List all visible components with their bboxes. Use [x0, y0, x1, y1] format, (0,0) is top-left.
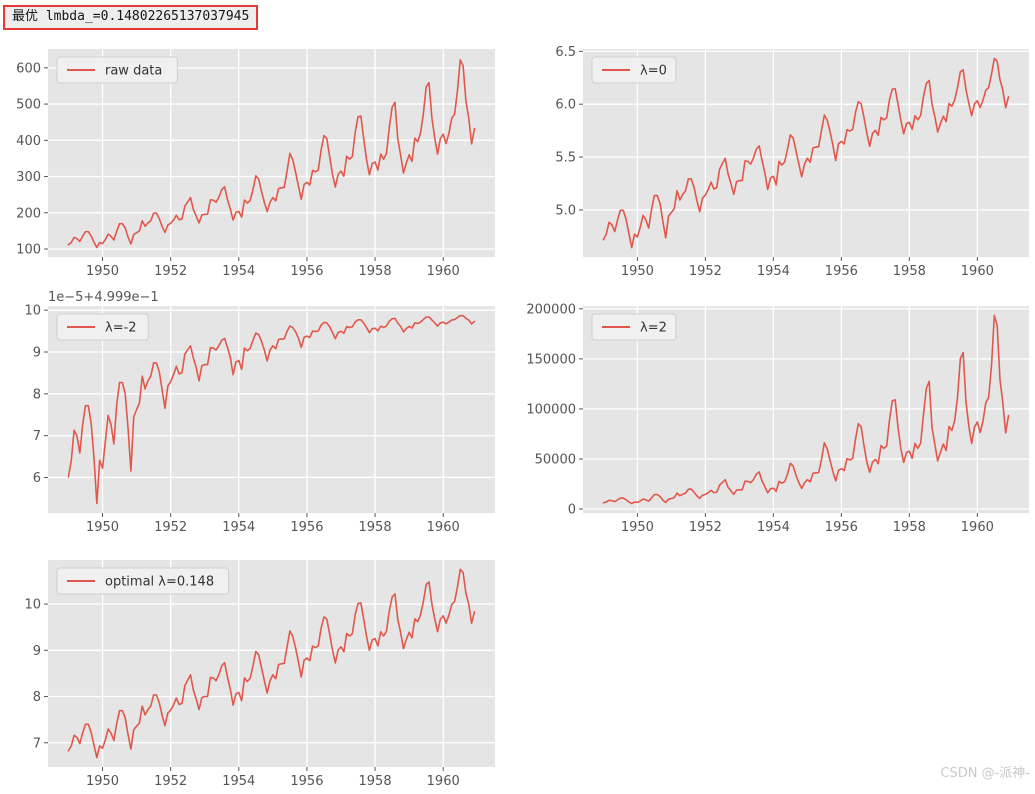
x-tick-label: 1954	[222, 264, 255, 279]
plot-area	[48, 49, 495, 257]
y-tick-label: 200	[16, 206, 41, 221]
y-tick-label: 6.0	[555, 98, 576, 113]
legend-label: optimal λ=0.148	[105, 575, 214, 590]
x-tick-label: 1952	[689, 264, 722, 279]
x-tick-label: 1952	[689, 520, 722, 535]
subplot-lambda-optimal: 1950 1952 1954 1956 1958 1960 7 8 9 10 optimal λ=0…	[24, 560, 495, 789]
x-tick-label: 1952	[154, 264, 187, 279]
x-tick-label: 1958	[359, 264, 392, 279]
x-tick-label: 1958	[893, 520, 926, 535]
y-tick-label: 8	[33, 690, 41, 705]
x-tick-label: 1956	[290, 520, 323, 535]
y-tick-label: 200000	[526, 302, 576, 317]
csdn-watermark: CSDN @-派神-	[940, 766, 1030, 781]
subplot-lambda-2: 1950 1952 1954 1956 1958 1960 0 50000 100000 1500…	[526, 302, 1029, 535]
legend-label: λ=-2	[105, 321, 137, 336]
x-tick-label: 1950	[621, 520, 654, 535]
x-tick-label: 1954	[222, 774, 255, 789]
y-tick-label: 9	[33, 346, 41, 361]
x-tick-label: 1950	[86, 264, 119, 279]
subplot-raw-data: 1950 1952 1954 1956 1958 1960 100 200 300 400 500 6…	[16, 49, 495, 279]
legend-box	[591, 56, 677, 84]
legend-label: λ=2	[640, 321, 667, 336]
subplot-lambda-0: 1950 1952 1954 1956 1958 1960 5.0 5.5 6.0 6.5 λ=0	[555, 45, 1029, 279]
legend: λ=-2	[56, 313, 149, 341]
y-tick-label: 7	[33, 736, 41, 751]
x-tick-label: 1958	[359, 774, 392, 789]
x-tick-label: 1960	[961, 264, 994, 279]
series-line	[602, 57, 1010, 249]
y-tick-label: 500	[16, 98, 41, 113]
series-line	[602, 314, 1010, 505]
x-tick-label: 1958	[359, 520, 392, 535]
legend-box	[56, 313, 149, 341]
optimal-lambda-annotation: 最优 lmbda_=0.14802265137037945	[3, 5, 259, 30]
y-tick-label: 150000	[526, 352, 576, 367]
y-tick-label: 10	[24, 304, 41, 319]
y-tick-label: 100	[16, 243, 41, 258]
y-tick-label: 600	[16, 61, 41, 76]
legend-box	[591, 313, 677, 341]
x-tick-label: 1956	[290, 264, 323, 279]
y-tick-label: 100000	[526, 402, 576, 417]
series-line	[67, 568, 476, 759]
y-tick-label: 300	[16, 170, 41, 185]
y-tick-label: 10	[24, 598, 41, 613]
subplot-lambda-neg2: 1950 1952 1954 1956 1958 1960 6 7 8 9 10 1e−5+4.999…	[24, 290, 495, 535]
x-tick-label: 1956	[825, 520, 858, 535]
y-tick-label: 9	[33, 644, 41, 659]
x-tick-label: 1960	[961, 520, 994, 535]
y-tick-label: 5.5	[555, 151, 576, 166]
y-tick-label: 6	[33, 471, 41, 486]
y-tick-label: 6.5	[555, 45, 576, 60]
legend: λ=2	[591, 313, 677, 341]
series-line	[67, 59, 476, 249]
x-tick-label: 1950	[621, 264, 654, 279]
x-tick-label: 1954	[222, 520, 255, 535]
x-tick-label: 1960	[427, 520, 460, 535]
x-tick-label: 1950	[86, 774, 119, 789]
legend-box	[56, 567, 229, 595]
x-tick-label: 1954	[757, 264, 790, 279]
y-tick-label: 0	[568, 503, 576, 518]
legend: λ=0	[591, 56, 677, 84]
x-tick-label: 1956	[825, 264, 858, 279]
x-tick-label: 1954	[757, 520, 790, 535]
axis-offset-label: 1e−5+4.999e−1	[48, 290, 159, 305]
x-tick-label: 1956	[290, 774, 323, 789]
y-tick-label: 8	[33, 387, 41, 402]
y-tick-label: 400	[16, 134, 41, 149]
y-tick-label: 7	[33, 429, 41, 444]
x-tick-label: 1952	[154, 774, 187, 789]
plot-area	[583, 49, 1029, 257]
x-tick-label: 1958	[893, 264, 926, 279]
y-tick-label: 50000	[535, 452, 576, 467]
x-tick-label: 1950	[86, 520, 119, 535]
y-tick-label: 5.0	[555, 203, 576, 218]
legend: raw data	[56, 56, 178, 84]
legend-label: raw data	[105, 64, 162, 79]
legend-box	[56, 56, 178, 84]
legend: optimal λ=0.148	[56, 567, 229, 595]
x-tick-label: 1960	[427, 264, 460, 279]
x-tick-label: 1960	[427, 774, 460, 789]
series-line	[67, 314, 476, 505]
x-tick-label: 1952	[154, 520, 187, 535]
legend-label: λ=0	[640, 64, 667, 79]
